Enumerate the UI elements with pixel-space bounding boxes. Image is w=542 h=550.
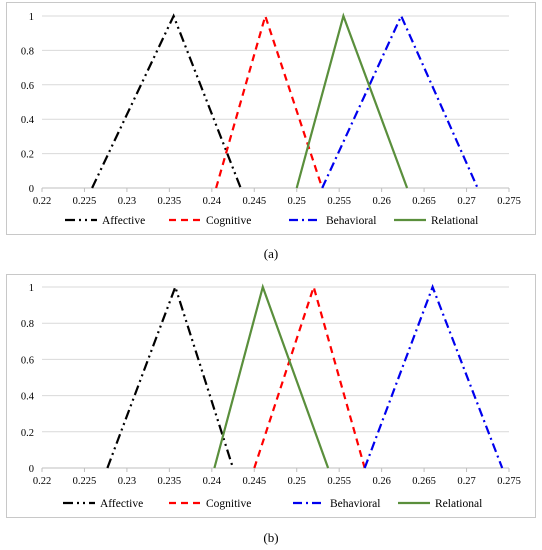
x-tick-label: 0.225 [73,196,97,207]
chart-panel-b: 0 0.2 0.4 0.6 0.8 1 0.22 0.225 0.23 0.235 0.24 0.24… [6,274,536,518]
y-tick-label: 1 [29,283,34,294]
x-tick-label: 0.23 [118,196,136,207]
series-line-relational [213,283,330,469]
series-line-behavioral [363,283,504,469]
x-tick-label: 0.22 [33,476,51,487]
legend-label-cognitive: Cognitive [206,215,251,227]
series-line-cognitive [215,12,324,189]
x-tick-label: 0.245 [242,196,266,207]
chart-b: 0 0.2 0.4 0.6 0.8 1 0.22 0.225 0.23 0.235 0.24 0.24… [21,283,521,510]
y-tick-label: 0 [29,184,34,195]
x-tick-label: 0.265 [412,196,436,207]
legend-label-affective: Affective [102,215,145,227]
y-tick-label: 0.8 [21,46,34,57]
caption-a-text: (a) [263,246,279,261]
x-tick-label: 0.225 [73,476,97,487]
chart-a: 0 0.2 0.4 0.6 0.8 1 0.22 0.225 0.23 0.235 0.24 0.24… [21,12,521,227]
series-line-affective [91,13,242,189]
legend-label-affective: Affective [100,498,143,510]
series-line-affective [106,283,235,469]
x-tick-label: 0.22 [33,196,51,207]
x-tick-label: 0.275 [497,196,521,207]
y-tick-label: 0.2 [21,428,34,439]
x-tick-label: 0.255 [327,196,351,207]
x-tick-label: 0.23 [118,476,136,487]
y-tick-label: 0.4 [21,115,35,126]
x-tick-label: 0.26 [372,476,390,487]
x-tick-label: 0.25 [288,476,306,487]
x-tick-label: 0.27 [457,476,475,487]
caption-b-text: (b) [263,530,279,545]
y-tick-label: 0.2 [21,150,34,161]
y-tick-label: 0.6 [21,81,34,92]
y-tick-label: 1 [29,12,34,23]
legend-label-behavioral: Behavioral [330,498,380,510]
y-tick-label: 0 [29,464,34,475]
x-tick-label: 0.255 [327,476,351,487]
x-tick-label: 0.235 [158,476,182,487]
y-tick-label: 0.6 [21,355,34,366]
x-tick-label: 0.245 [242,476,266,487]
x-tick-label: 0.235 [158,196,182,207]
x-tick-label: 0.24 [203,196,222,207]
series-line-behavioral [321,13,479,189]
y-tick-label: 0.4 [21,392,35,403]
x-tick-label: 0.25 [288,196,306,207]
y-tick-label: 0.8 [21,319,34,330]
caption-b: (b) [0,530,542,546]
x-tick-label: 0.275 [497,476,521,487]
legend-label-relational: Relational [431,215,478,227]
legend-label-cognitive: Cognitive [206,498,251,510]
x-tick-label: 0.26 [372,196,390,207]
legend-label-behavioral: Behavioral [326,215,376,227]
x-tick-label: 0.27 [457,196,475,207]
series-line-cognitive [253,283,366,469]
x-tick-label: 0.24 [203,476,222,487]
chart-panel-a: 0 0.2 0.4 0.6 0.8 1 0.22 0.225 0.23 0.235 0.24 0.24… [6,2,536,235]
x-tick-label: 0.265 [412,476,436,487]
caption-a: (a) [0,246,542,262]
legend-label-relational: Relational [435,498,482,510]
series-line-relational [295,12,409,189]
